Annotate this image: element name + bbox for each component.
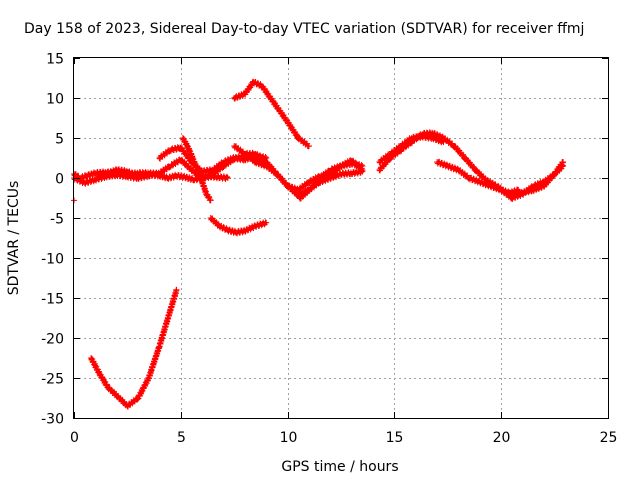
x-tick-label: 15	[386, 430, 404, 446]
series-markers	[179, 135, 214, 204]
y-axis-label: SDTVAR / TECUs	[6, 181, 22, 296]
x-axis-ticks: 0 5 10 15 20 25	[70, 58, 617, 446]
y-tick-label: -20	[41, 332, 64, 348]
series-arc-5	[179, 135, 214, 204]
chart-title: Day 158 of 2023, Sidereal Day-to-day VTE…	[24, 21, 584, 37]
series-markers	[498, 162, 567, 202]
series-arc-11	[88, 286, 180, 410]
series-markers	[207, 215, 270, 237]
x-axis-label: GPS time / hours	[281, 459, 398, 475]
data-points	[71, 78, 567, 410]
series-arc-7	[231, 78, 312, 150]
y-tick-label: -15	[41, 292, 64, 308]
series-markers	[284, 157, 366, 194]
x-tick-label: 25	[600, 430, 618, 446]
series-markers	[231, 78, 312, 150]
y-tick-label: -25	[41, 372, 64, 388]
y-tick-label: -5	[50, 212, 64, 228]
series-arc-10	[284, 157, 366, 194]
y-tick-label: 0	[55, 172, 64, 188]
x-tick-label: 20	[493, 430, 511, 446]
series-markers	[88, 286, 180, 410]
plot-frame	[73, 57, 609, 419]
y-tick-label: 15	[46, 52, 64, 68]
series-arc-13	[376, 132, 447, 166]
series-arc-6	[207, 215, 270, 237]
y-tick-label: 5	[55, 132, 64, 148]
series-markers	[376, 132, 447, 166]
series-arc-15	[498, 162, 567, 202]
y-tick-label: -10	[41, 252, 64, 268]
grid	[74, 58, 608, 418]
x-tick-label: 5	[177, 430, 186, 446]
y-tick-label: -30	[41, 412, 64, 428]
y-tick-label: 10	[46, 92, 64, 108]
x-tick-label: 0	[70, 430, 79, 446]
x-tick-label: 10	[280, 430, 298, 446]
y-axis-ticks: -30 -25 -20 -15 -10 -5 0 5 10 15	[41, 52, 608, 428]
